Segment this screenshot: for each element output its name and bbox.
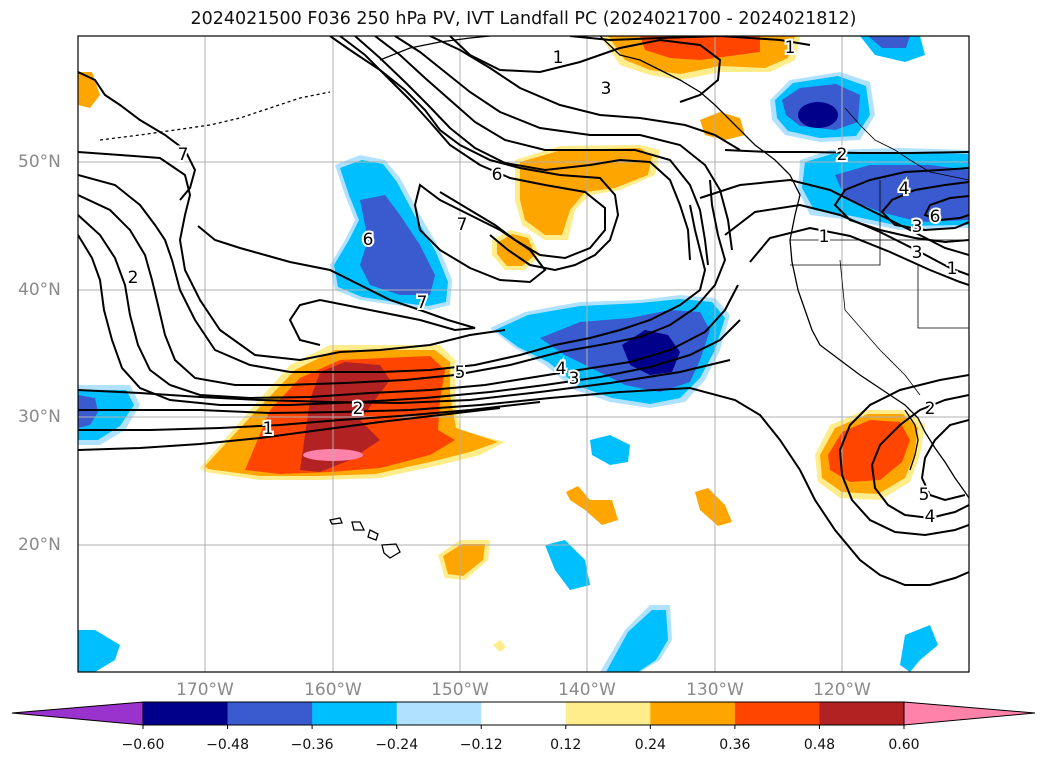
lon-label-160w: 160°W (304, 680, 362, 700)
contour-label: 5 (919, 485, 930, 505)
contour-label: 4 (925, 507, 936, 527)
lon-label-170w: 170°W (176, 680, 234, 700)
contour-label: 2 (128, 268, 139, 288)
colorbar-tick-label: −0.12 (459, 737, 503, 753)
map-frame (77, 35, 970, 673)
contour-label: 2 (925, 399, 936, 419)
contour-label: 2 (353, 399, 364, 419)
negative-anomaly-small-spots (78, 385, 938, 672)
contour-label: 6 (363, 230, 374, 250)
lon-label-120w: 120°W (813, 680, 871, 700)
lon-label-130w: 130°W (686, 680, 744, 700)
contour-label: 1 (263, 419, 274, 439)
positive-anomaly-small-spots (78, 72, 732, 652)
contour-label: 2 (837, 145, 848, 165)
contour-labels: 1 1 3 2 4 3 6 3 7 6 1 7 1 6 2 7 5 4 3 2 … (126, 36, 960, 529)
colorbar-tick-label: −0.60 (121, 737, 165, 753)
contour-label: 7 (417, 293, 428, 313)
pv-contours (78, 36, 969, 586)
colorbar-tick-label: 0.48 (803, 737, 836, 753)
colorbar (11, 701, 1036, 729)
colorbar-tick-label: −0.48 (206, 737, 249, 753)
contour-label: 1 (819, 227, 830, 247)
contour-label: 4 (899, 179, 910, 199)
lat-label-50n: 50°N (18, 152, 61, 172)
colorbar-segment (481, 702, 567, 725)
colorbar-extend-high (903, 701, 1036, 726)
colorbar-tick-label: 0.60 (888, 737, 920, 753)
contour-label: 6 (492, 165, 503, 185)
contour-label: 3 (569, 369, 580, 389)
contour-label: 7 (178, 145, 189, 165)
islands (329, 517, 401, 559)
colorbar-tick-label: −0.36 (290, 737, 334, 753)
contour-label: 1 (947, 259, 958, 279)
colorbar-frame (142, 701, 905, 726)
colorbar-segment (819, 702, 905, 725)
negative-anomaly-west (330, 155, 452, 310)
colorbar-segment (734, 702, 820, 725)
colorbar-tick-label: −0.24 (375, 737, 419, 753)
colorbar-tick-label: 0.24 (634, 737, 666, 753)
graticule (78, 36, 969, 672)
map-panel: 1 1 3 2 4 3 6 3 7 6 1 7 1 6 2 7 5 4 3 2 … (78, 36, 969, 672)
colorbar-segment (396, 702, 482, 725)
lon-label-150w: 150°W (431, 680, 489, 700)
colorbar-extend-low (11, 701, 144, 726)
lat-label-30n: 30°N (18, 407, 61, 427)
contour-label: 1 (553, 48, 564, 68)
colorbar-segment (143, 702, 229, 725)
contour-label: 5 (455, 363, 466, 383)
colorbar-tick-label: 0.12 (550, 737, 582, 753)
contour-label: 1 (785, 38, 796, 58)
contour-label: 4 (556, 359, 567, 379)
lat-label-20n: 20°N (18, 535, 61, 555)
contour-label: 3 (912, 243, 923, 263)
colorbar-segment (312, 702, 398, 725)
lon-label-140w: 140°W (558, 680, 616, 700)
colorbar-segment (565, 702, 651, 725)
positive-anomaly-central-pacific (200, 345, 505, 480)
coastlines (99, 36, 969, 499)
colorbar-tick-label: 0.36 (719, 737, 751, 753)
contour-label: 3 (912, 217, 923, 237)
contour-label: 6 (930, 207, 941, 227)
contour-label: 3 (601, 79, 612, 99)
map-title: 2024021500 F036 250 hPa PV, IVT Landfall… (190, 9, 857, 29)
contour-label: 7 (457, 215, 468, 235)
colorbar-segment (227, 702, 313, 725)
colorbar-segment (650, 702, 736, 725)
lat-label-40n: 40°N (18, 280, 61, 300)
